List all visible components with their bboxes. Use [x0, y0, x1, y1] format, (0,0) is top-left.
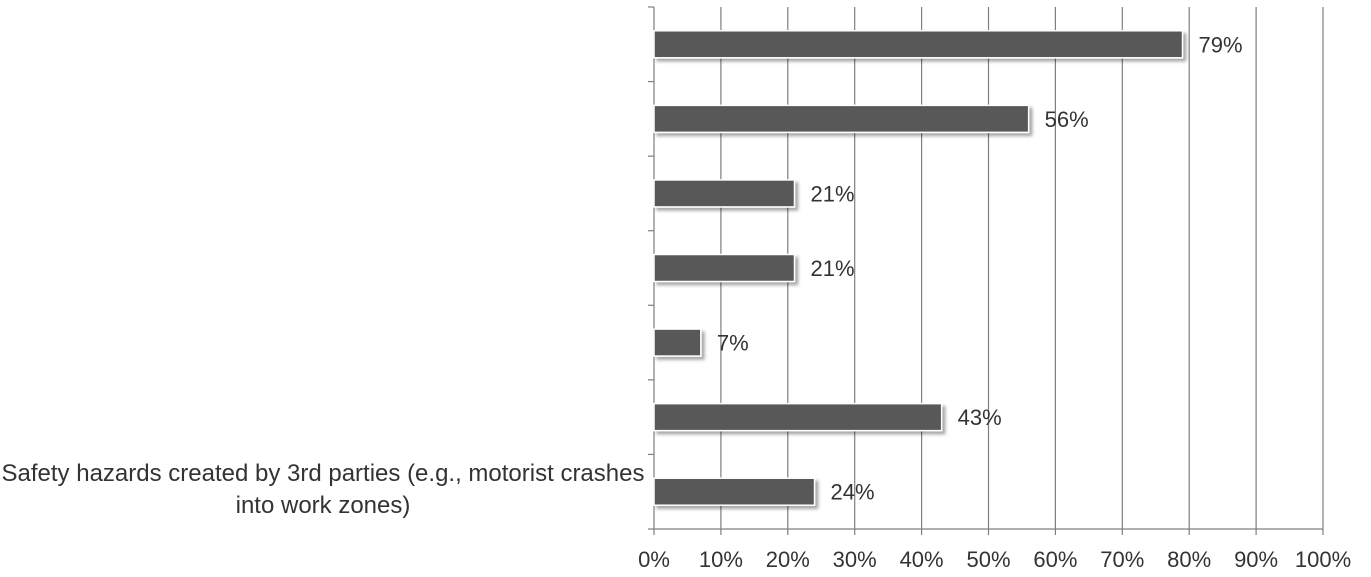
data-label: 21%	[810, 256, 854, 281]
x-tick-label: 80%	[1167, 547, 1211, 572]
bar	[653, 328, 702, 357]
data-label: 56%	[1045, 107, 1089, 132]
data-labels: 79% 56% 21% 21% 7% 43% 24%	[717, 32, 1243, 504]
bar	[653, 30, 1184, 59]
data-label: 7%	[717, 331, 749, 356]
bar	[653, 253, 796, 283]
x-tick-label: 60%	[1033, 547, 1077, 572]
x-tick-label: 70%	[1100, 547, 1144, 572]
bars	[653, 30, 1184, 506]
bar	[653, 179, 796, 208]
gridlines	[720, 7, 1324, 529]
x-tick-label: 20%	[766, 547, 810, 572]
x-tick-label: 30%	[833, 547, 877, 572]
x-tick-label: 10%	[699, 547, 743, 572]
x-tick-label: 50%	[966, 547, 1010, 572]
data-label: 21%	[810, 181, 854, 206]
category-label: Safety hazards created by 3rd parties (e…	[1, 459, 645, 519]
data-label: 79%	[1199, 32, 1243, 57]
bar	[653, 402, 943, 432]
x-tick-label: 90%	[1234, 547, 1278, 572]
x-tick-label: 0%	[638, 547, 670, 572]
x-tick-labels: 0% 10% 20% 30% 40% 50% 60% 70% 80% 90% 100%	[638, 547, 1351, 572]
data-label: 43%	[958, 405, 1002, 430]
x-tick-label: 40%	[900, 547, 944, 572]
data-label: 24%	[831, 480, 875, 505]
x-tick-label: 100%	[1295, 547, 1351, 572]
bar	[653, 477, 816, 506]
bar	[653, 104, 1030, 134]
